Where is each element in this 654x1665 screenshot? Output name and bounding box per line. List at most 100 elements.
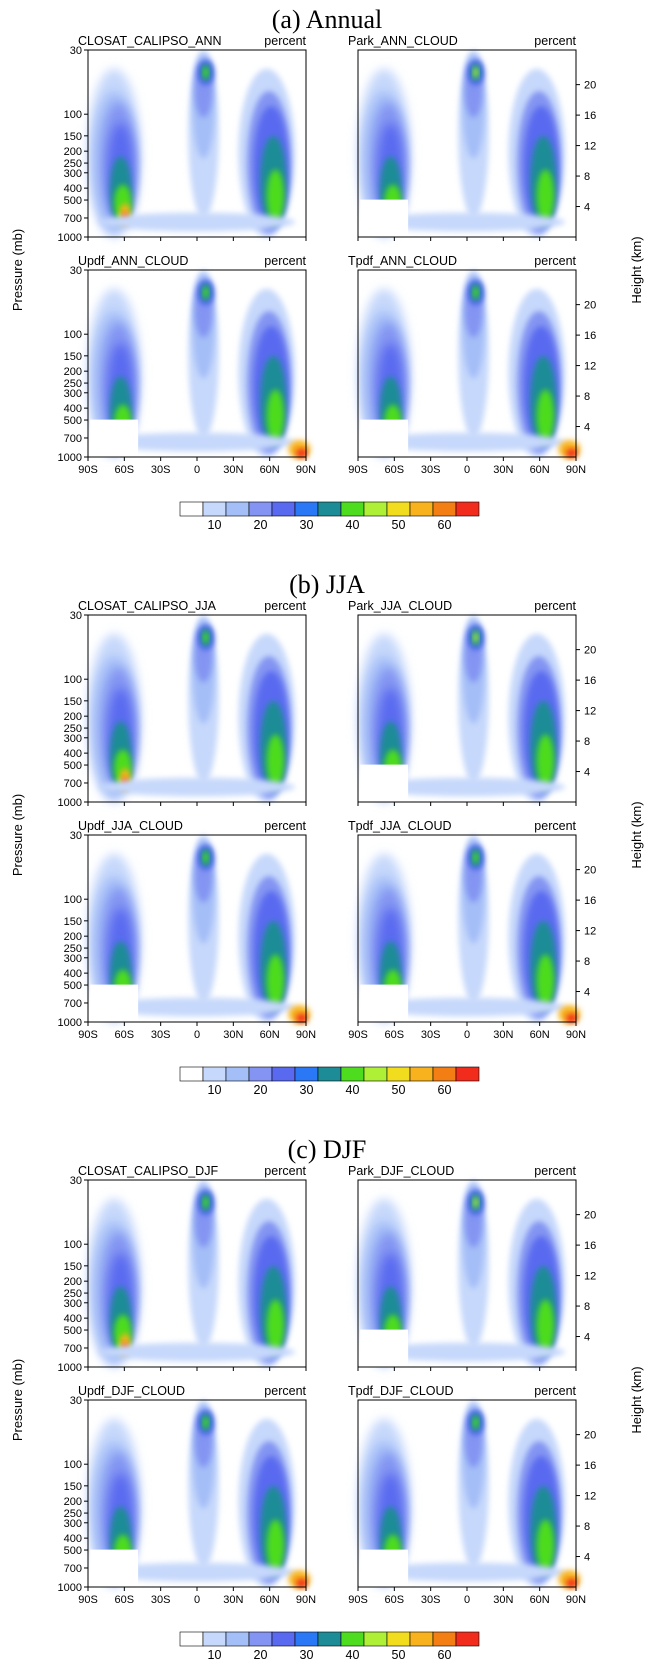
contour-level bbox=[266, 1519, 285, 1573]
panel-unit: percent bbox=[534, 1384, 576, 1398]
height-tick-label: 16 bbox=[584, 895, 596, 907]
x-tick-label: 90N bbox=[296, 464, 316, 476]
colorbar-cell bbox=[294, 1631, 319, 1647]
y-tick-label: 300 bbox=[64, 733, 82, 745]
contour-level bbox=[203, 1196, 209, 1209]
contour-level bbox=[536, 169, 555, 223]
contour-level bbox=[368, 997, 566, 1017]
contour-level bbox=[368, 1342, 566, 1362]
y-tick-label: 200 bbox=[64, 711, 82, 723]
height-tick-label: 4 bbox=[584, 422, 590, 434]
y-tick-label: 300 bbox=[64, 953, 82, 965]
y-tick-label: 300 bbox=[64, 388, 82, 400]
contour-level bbox=[203, 1416, 209, 1429]
y-tick-label: 150 bbox=[64, 351, 82, 363]
contour-level bbox=[473, 1196, 479, 1209]
missing-data-region bbox=[90, 1549, 139, 1587]
colorbar-label: 60 bbox=[438, 1648, 452, 1662]
contour-level bbox=[536, 954, 555, 1008]
contour-level bbox=[566, 1013, 578, 1023]
x-tick-label: 90S bbox=[348, 464, 368, 476]
y2-axis-title: Height (km) bbox=[629, 1366, 644, 1433]
y-tick-label: 150 bbox=[64, 131, 82, 143]
y-tick-label: 500 bbox=[64, 195, 82, 207]
contour-level bbox=[368, 1562, 566, 1582]
colorbar-cell bbox=[294, 501, 319, 517]
colorbar-cell bbox=[455, 1631, 480, 1647]
contour-level bbox=[98, 777, 296, 797]
colorbar-cell bbox=[363, 1066, 388, 1082]
colorbar-label: 30 bbox=[300, 1083, 314, 1097]
panel-unit: percent bbox=[534, 599, 576, 613]
y-tick-label: 1000 bbox=[58, 232, 82, 244]
colorbar-cell bbox=[248, 501, 273, 517]
y-tick-label: 400 bbox=[64, 403, 82, 415]
y-tick-label: 200 bbox=[64, 931, 82, 943]
panel-unit: percent bbox=[264, 254, 306, 268]
x-tick-label: 30N bbox=[493, 1594, 513, 1606]
y-tick-label: 150 bbox=[64, 916, 82, 928]
height-tick-label: 8 bbox=[584, 736, 590, 748]
height-tick-label: 12 bbox=[584, 361, 596, 373]
y-tick-label: 400 bbox=[64, 968, 82, 980]
panel-unit: percent bbox=[264, 34, 306, 48]
height-tick-label: 8 bbox=[584, 171, 590, 183]
contour-level bbox=[536, 389, 555, 443]
contour-level bbox=[473, 66, 479, 79]
contour-level bbox=[368, 777, 566, 797]
panel-unit: percent bbox=[534, 1164, 576, 1178]
y-tick-label: 300 bbox=[64, 1298, 82, 1310]
height-tick-label: 16 bbox=[584, 1240, 596, 1252]
contour-level bbox=[473, 1416, 479, 1429]
missing-data-region bbox=[360, 419, 409, 457]
x-tick-label: 0 bbox=[194, 464, 200, 476]
y-tick-label: 700 bbox=[64, 213, 82, 225]
colorbar-label: 60 bbox=[438, 1083, 452, 1097]
colorbar-cell bbox=[340, 501, 365, 517]
y-tick-label: 30 bbox=[70, 830, 82, 842]
y-tick-label: 700 bbox=[64, 998, 82, 1010]
y-tick-label: 400 bbox=[64, 183, 82, 195]
x-tick-label: 90N bbox=[566, 1029, 586, 1041]
contour-level bbox=[473, 851, 479, 864]
colorbar-label: 50 bbox=[392, 1648, 406, 1662]
y-tick-label: 200 bbox=[64, 1276, 82, 1288]
x-tick-label: 90S bbox=[348, 1029, 368, 1041]
colorbar-label: 20 bbox=[254, 1648, 268, 1662]
panel-title: Tpdf_ANN_CLOUD bbox=[348, 254, 457, 268]
colorbar-cell bbox=[248, 1066, 273, 1082]
x-tick-label: 30S bbox=[421, 464, 441, 476]
panel-unit: percent bbox=[264, 1164, 306, 1178]
contour-level bbox=[266, 169, 285, 223]
x-tick-label: 30S bbox=[421, 1029, 441, 1041]
colorbar-label: 50 bbox=[392, 518, 406, 532]
contour-level bbox=[203, 286, 209, 299]
panel-unit: percent bbox=[264, 1384, 306, 1398]
height-tick-label: 12 bbox=[584, 1491, 596, 1503]
panel: 20 16 12 8 4 90S 60S 30S 0 30N 60N 90N Tpdf_JJA_CLOU… bbox=[348, 819, 596, 1041]
panel-title: CLOSAT_CALIPSO_DJF bbox=[78, 1164, 218, 1178]
panel-title: Park_ANN_CLOUD bbox=[348, 34, 458, 48]
height-tick-label: 4 bbox=[584, 1552, 590, 1564]
colorbar-cell bbox=[409, 501, 434, 517]
height-tick-label: 8 bbox=[584, 956, 590, 968]
colorbar-cell bbox=[363, 501, 388, 517]
contour-level bbox=[296, 1013, 308, 1023]
x-tick-label: 60N bbox=[260, 1029, 280, 1041]
colorbar-cell bbox=[386, 1631, 411, 1647]
colorbar-label: 30 bbox=[300, 1648, 314, 1662]
y-tick-label: 1000 bbox=[58, 1582, 82, 1594]
height-tick-label: 20 bbox=[584, 1210, 596, 1222]
contour-level bbox=[98, 212, 296, 232]
y-tick-label: 500 bbox=[64, 980, 82, 992]
colorbar-label: 10 bbox=[208, 1083, 222, 1097]
x-tick-label: 90S bbox=[78, 1594, 98, 1606]
panel-unit: percent bbox=[534, 819, 576, 833]
x-tick-label: 60N bbox=[530, 464, 550, 476]
x-tick-label: 0 bbox=[464, 1029, 470, 1041]
colorbar-cell bbox=[294, 1066, 319, 1082]
y-tick-label: 250 bbox=[64, 1508, 82, 1520]
height-tick-label: 4 bbox=[584, 202, 590, 214]
height-tick-label: 4 bbox=[584, 767, 590, 779]
